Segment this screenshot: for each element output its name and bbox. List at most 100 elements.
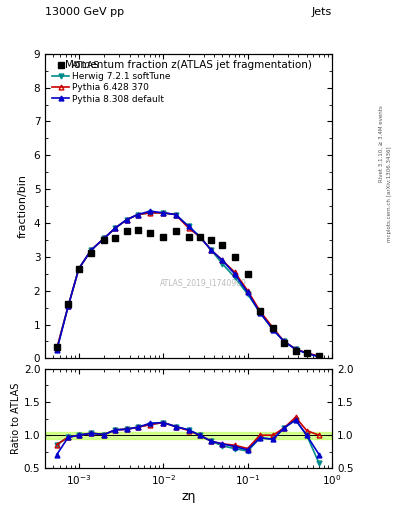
Herwig 7.2.1 softTune	[209, 247, 213, 253]
Herwig 7.2.1 softTune	[317, 354, 321, 360]
ATLAS	[317, 353, 321, 359]
Pythia 8.308 default	[317, 354, 321, 360]
Pythia 6.428 370	[245, 288, 250, 294]
Herwig 7.2.1 softTune	[232, 274, 237, 280]
Pythia 6.428 370	[271, 325, 275, 331]
Herwig 7.2.1 softTune	[113, 225, 118, 231]
ATLAS	[282, 340, 286, 346]
Y-axis label: fraction/bin: fraction/bin	[18, 174, 28, 238]
Pythia 8.308 default	[76, 266, 81, 272]
ATLAS	[197, 233, 202, 240]
Herwig 7.2.1 softTune	[66, 303, 71, 309]
Pythia 6.428 370	[76, 266, 81, 272]
ATLAS	[125, 228, 129, 234]
Text: mcplots.cern.ch [arXiv:1306.3436]: mcplots.cern.ch [arXiv:1306.3436]	[387, 147, 392, 242]
X-axis label: zη: zη	[182, 490, 196, 503]
Y-axis label: Ratio to ATLAS: Ratio to ATLAS	[11, 383, 21, 454]
Line: ATLAS: ATLAS	[54, 227, 322, 359]
Herwig 7.2.1 softTune	[102, 235, 107, 241]
Pythia 8.308 default	[125, 217, 129, 223]
Pythia 8.308 default	[271, 327, 275, 333]
Pythia 6.428 370	[232, 269, 237, 275]
Pythia 6.428 370	[113, 225, 118, 231]
Herwig 7.2.1 softTune	[258, 310, 263, 316]
Pythia 8.308 default	[209, 247, 213, 253]
Herwig 7.2.1 softTune	[136, 211, 140, 218]
Herwig 7.2.1 softTune	[245, 291, 250, 297]
Pythia 6.428 370	[293, 346, 298, 352]
Pythia 8.308 default	[197, 233, 202, 240]
Herwig 7.2.1 softTune	[173, 211, 178, 218]
Herwig 7.2.1 softTune	[161, 210, 165, 216]
Text: 13000 GeV pp: 13000 GeV pp	[45, 7, 124, 17]
Pythia 8.308 default	[186, 223, 191, 229]
Pythia 6.428 370	[55, 345, 59, 351]
ATLAS	[113, 235, 118, 241]
Bar	[45, 432, 332, 438]
Pythia 8.308 default	[245, 289, 250, 295]
Herwig 7.2.1 softTune	[271, 327, 275, 333]
Pythia 6.428 370	[136, 211, 140, 218]
ATLAS	[66, 301, 71, 307]
Pythia 8.308 default	[113, 225, 118, 231]
ATLAS	[173, 228, 178, 234]
Pythia 8.308 default	[304, 350, 309, 356]
Pythia 8.308 default	[161, 210, 165, 216]
Herwig 7.2.1 softTune	[293, 346, 298, 352]
Pythia 6.428 370	[148, 210, 152, 216]
Pythia 8.308 default	[293, 346, 298, 352]
ATLAS	[245, 271, 250, 277]
Herwig 7.2.1 softTune	[76, 266, 81, 272]
Herwig 7.2.1 softTune	[220, 261, 224, 267]
Pythia 8.308 default	[232, 271, 237, 277]
Pythia 6.428 370	[304, 350, 309, 356]
Line: Pythia 6.428 370: Pythia 6.428 370	[55, 210, 321, 358]
Herwig 7.2.1 softTune	[125, 217, 129, 223]
ATLAS	[304, 350, 309, 356]
Herwig 7.2.1 softTune	[148, 210, 152, 216]
Text: Rivet 3.1.10, ≥ 3.4M events: Rivet 3.1.10, ≥ 3.4M events	[379, 105, 384, 182]
Pythia 8.308 default	[258, 310, 263, 316]
ATLAS	[293, 348, 298, 354]
Line: Herwig 7.2.1 softTune: Herwig 7.2.1 softTune	[55, 210, 321, 359]
Pythia 6.428 370	[161, 210, 165, 216]
Pythia 8.308 default	[173, 211, 178, 218]
ATLAS	[136, 227, 140, 233]
Pythia 6.428 370	[282, 338, 286, 345]
Pythia 6.428 370	[317, 353, 321, 359]
Pythia 6.428 370	[258, 308, 263, 314]
ATLAS	[55, 344, 59, 350]
Herwig 7.2.1 softTune	[304, 350, 309, 356]
Herwig 7.2.1 softTune	[55, 345, 59, 351]
Text: Momentum fraction z(ATLAS jet fragmentation): Momentum fraction z(ATLAS jet fragmentat…	[65, 60, 312, 70]
ATLAS	[232, 254, 237, 260]
ATLAS	[258, 308, 263, 314]
Pythia 8.308 default	[148, 208, 152, 214]
ATLAS	[271, 325, 275, 331]
ATLAS	[186, 233, 191, 240]
Pythia 6.428 370	[102, 235, 107, 241]
Text: Jets: Jets	[312, 7, 332, 17]
Pythia 6.428 370	[197, 233, 202, 240]
ATLAS	[161, 233, 165, 240]
Pythia 6.428 370	[220, 257, 224, 263]
Pythia 8.308 default	[55, 347, 59, 353]
Herwig 7.2.1 softTune	[282, 338, 286, 345]
ATLAS	[220, 242, 224, 248]
ATLAS	[76, 266, 81, 272]
Pythia 8.308 default	[89, 247, 94, 253]
Herwig 7.2.1 softTune	[89, 247, 94, 253]
ATLAS	[89, 250, 94, 257]
Pythia 8.308 default	[136, 211, 140, 218]
ATLAS	[209, 237, 213, 243]
Pythia 6.428 370	[209, 247, 213, 253]
ATLAS	[148, 230, 152, 236]
Pythia 6.428 370	[125, 217, 129, 223]
Pythia 6.428 370	[186, 225, 191, 231]
ATLAS	[102, 237, 107, 243]
Pythia 8.308 default	[102, 235, 107, 241]
Pythia 6.428 370	[66, 303, 71, 309]
Text: ATLAS_2019_I1740909: ATLAS_2019_I1740909	[160, 278, 246, 287]
Pythia 8.308 default	[282, 338, 286, 345]
Pythia 8.308 default	[220, 257, 224, 263]
